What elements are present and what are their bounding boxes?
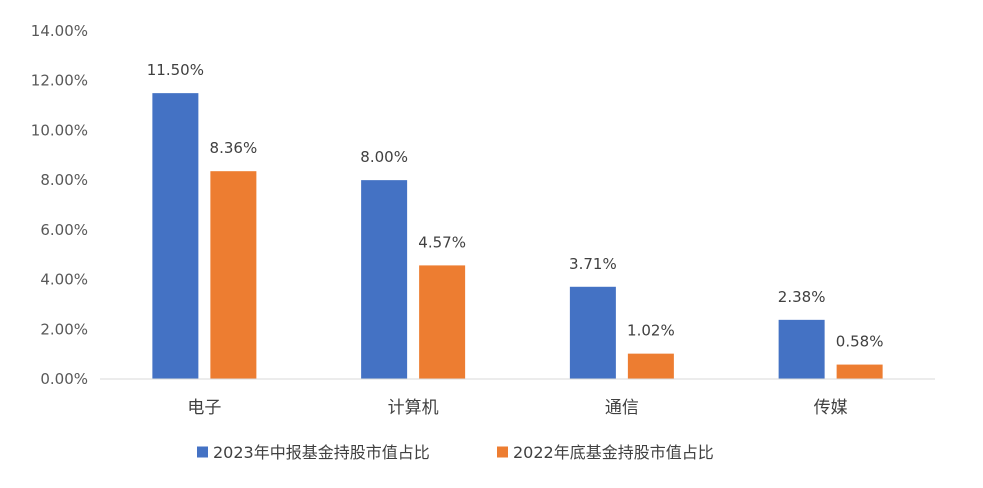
y-tick-label: 10.00% <box>31 121 88 139</box>
data-label: 3.71% <box>569 255 617 273</box>
x-tick-label: 计算机 <box>388 398 439 418</box>
x-tick-label: 电子 <box>187 398 221 418</box>
legend-label: 2022年底基金持股市值占比 <box>513 443 714 462</box>
y-tick-label: 12.00% <box>31 72 88 90</box>
y-tick-label: 14.00% <box>31 22 88 40</box>
x-tick-label: 传媒 <box>814 398 848 418</box>
data-label: 0.58% <box>836 333 884 351</box>
data-label: 2.38% <box>778 288 826 306</box>
data-label: 11.50% <box>147 61 204 79</box>
y-tick-label: 8.00% <box>40 171 88 189</box>
y-tick-label: 6.00% <box>40 221 88 239</box>
legend-swatch <box>497 446 508 458</box>
bar[interactable] <box>569 286 616 379</box>
legend-swatch <box>197 446 208 458</box>
bar[interactable] <box>778 319 825 379</box>
bar[interactable] <box>152 93 199 380</box>
bar[interactable] <box>419 265 466 379</box>
bar[interactable] <box>361 180 408 379</box>
bar[interactable] <box>627 353 674 379</box>
data-label: 8.36% <box>210 139 258 157</box>
y-tick-label: 4.00% <box>40 271 88 289</box>
y-tick-label: 2.00% <box>40 320 88 338</box>
bar[interactable] <box>836 364 883 379</box>
data-label: 1.02% <box>627 322 675 340</box>
y-tick-label: 0.00% <box>40 370 88 388</box>
bar[interactable] <box>210 171 257 379</box>
data-label: 4.57% <box>418 233 466 251</box>
x-tick-label: 通信 <box>605 398 639 418</box>
data-label: 8.00% <box>360 148 408 166</box>
legend-label: 2023年中报基金持股市值占比 <box>213 443 430 462</box>
